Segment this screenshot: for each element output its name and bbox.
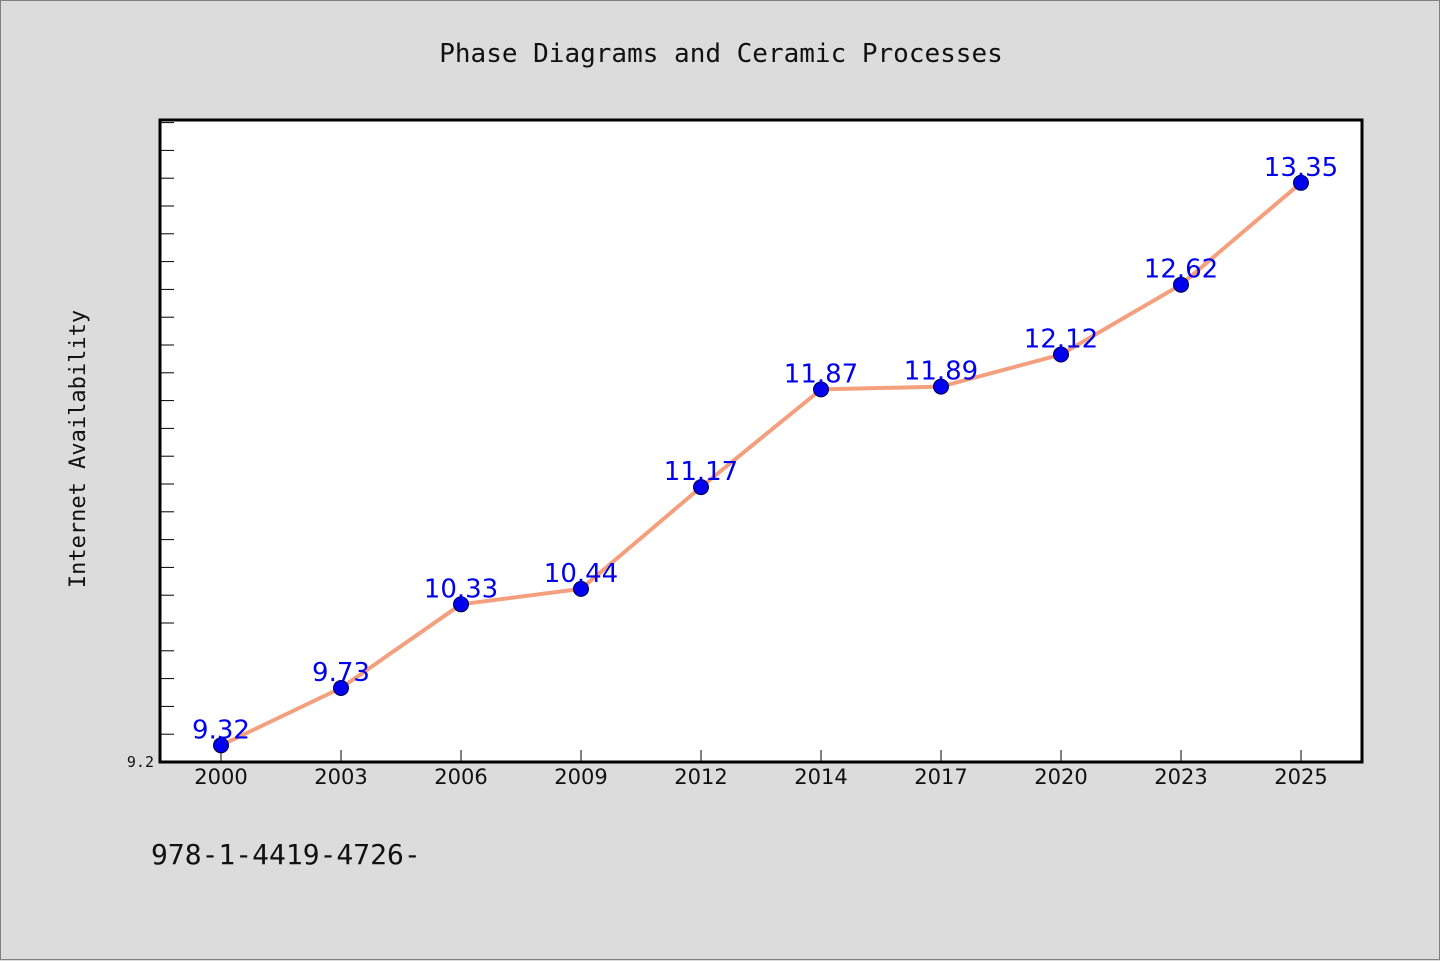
x-tick-label: 2017 bbox=[914, 765, 967, 789]
y-tick-label: 9.2 bbox=[127, 753, 154, 771]
x-tick-label: 2009 bbox=[554, 765, 607, 789]
data-label: 12.62 bbox=[1144, 255, 1218, 285]
data-point bbox=[213, 737, 229, 754]
data-point bbox=[1053, 346, 1069, 363]
data-label: 11.87 bbox=[784, 359, 858, 389]
data-point bbox=[693, 479, 709, 496]
x-tick-label: 2020 bbox=[1034, 765, 1087, 789]
data-point bbox=[1293, 174, 1309, 191]
data-point bbox=[1173, 276, 1189, 293]
series-line bbox=[219, 180, 1303, 748]
data-label: 13.35 bbox=[1264, 153, 1338, 183]
footer-text: 978-1-4419-4726- bbox=[151, 838, 421, 871]
data-label: 11.89 bbox=[904, 357, 978, 387]
data-point bbox=[333, 680, 349, 696]
x-tick-label: 2000 bbox=[194, 765, 247, 789]
data-point bbox=[453, 596, 469, 613]
plot-area bbox=[158, 118, 1364, 764]
data-label: 10.33 bbox=[424, 574, 498, 604]
data-labels: 9.32 9.73 10.33 10.44 11.17 11.87 11.89 12.12 12… bbox=[192, 153, 1338, 745]
chart-title: Phase Diagrams and Ceramic Processes bbox=[439, 39, 1003, 69]
x-tick-label: 2012 bbox=[674, 765, 727, 789]
x-tick-label: 2006 bbox=[434, 765, 487, 789]
x-tick-label: 2025 bbox=[1274, 765, 1327, 789]
data-label: 10.44 bbox=[544, 559, 618, 589]
data-label: 9.32 bbox=[192, 715, 250, 745]
data-point bbox=[573, 580, 589, 597]
series-markers bbox=[213, 174, 1309, 754]
x-tick-label: 2023 bbox=[1154, 765, 1207, 789]
y-axis-ticks bbox=[160, 122, 174, 735]
x-axis-ticks: 2000 2003 2006 2009 2012 2014 2017 2020 2023 2025 bbox=[194, 750, 1328, 789]
data-point bbox=[933, 378, 949, 395]
x-tick-label: 2003 bbox=[314, 765, 367, 789]
data-label: 9.73 bbox=[312, 658, 370, 688]
y-axis-label: Internet Availability bbox=[66, 310, 91, 588]
data-label: 11.17 bbox=[664, 457, 738, 487]
x-tick-label: 2014 bbox=[794, 765, 847, 789]
data-label: 12.12 bbox=[1024, 325, 1098, 355]
data-point bbox=[813, 381, 829, 398]
